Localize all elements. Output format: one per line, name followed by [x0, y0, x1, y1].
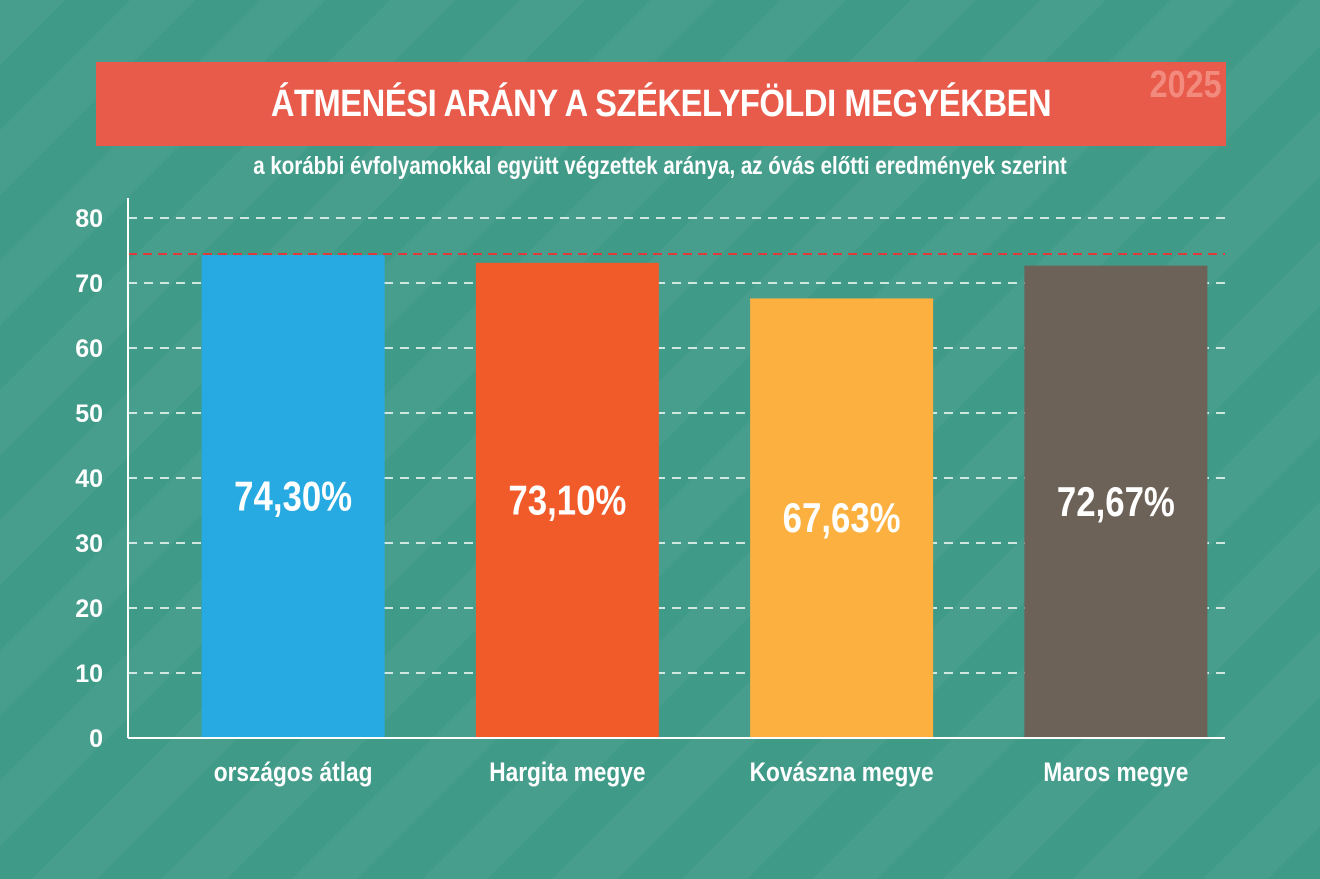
y-tick-label: 10 [75, 660, 103, 688]
bar-2 [475, 262, 659, 738]
bar-value-label: 73,10% [508, 476, 626, 523]
y-tick-label: 20 [75, 595, 103, 623]
y-tick-label: 50 [75, 400, 103, 428]
x-category-label: Maros megye [1043, 757, 1188, 787]
bars [201, 255, 1208, 739]
x-axis: országos átlag Hargita megye Kovászna megy… [214, 757, 1189, 787]
bar-3 [750, 298, 934, 738]
bar-value-label: 72,67% [1057, 478, 1175, 525]
y-axis: 0 10 20 30 40 50 60 70 80 [75, 198, 1225, 753]
bar-value-label: 67,63% [783, 494, 901, 541]
bar-1 [201, 255, 385, 739]
bar-4 [1024, 265, 1208, 738]
x-category-label: Hargita megye [489, 757, 645, 787]
y-tick-label: 80 [75, 205, 103, 233]
y-tick-label: 0 [89, 725, 103, 753]
y-tick-label: 30 [75, 530, 103, 558]
y-tick-label: 70 [75, 270, 103, 298]
chart-title: ÁTMENÉSI ARÁNY A SZÉKELYFÖLDI MEGYÉKBEN [270, 82, 1052, 125]
bar-value-label: 74,30% [234, 473, 352, 520]
x-category-label: Kovászna megye [750, 757, 934, 787]
title-banner: ÁTMENÉSI ARÁNY A SZÉKELYFÖLDI MEGYÉKBEN … [96, 62, 1226, 146]
value-labels: 74,30% 73,10% 67,63% 72,67% [234, 473, 1175, 542]
y-tick-label: 40 [75, 465, 103, 493]
y-tick-label: 60 [75, 335, 103, 363]
x-category-label: országos átlag [214, 757, 373, 787]
chart-subtitle: a korábbi évfolyamokkal együtt végzettek… [253, 152, 1067, 180]
year-watermark: 2025 [1150, 64, 1222, 106]
